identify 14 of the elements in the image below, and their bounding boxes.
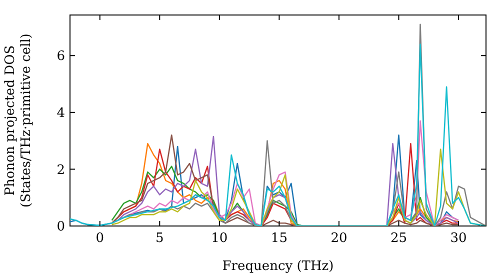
y-axis-title: Phonon projected DOS (States/THz·primitive cell) [3,33,34,208]
x-tick-label: 30 [450,231,467,246]
y-tick-label: 2 [56,162,65,178]
x-tick-label: 25 [390,231,408,246]
x-tick-label: 20 [330,231,348,246]
x-axis-title: Frequency (THz) [222,259,334,274]
x-tick-label: 15 [270,231,288,246]
y-tick-label: 4 [56,106,65,121]
x-tick-label: 0 [96,231,104,246]
y-tick-label: 0 [56,220,65,235]
line-series [70,44,486,226]
x-tick-label: 5 [156,231,164,246]
y-tick-label: 6 [56,49,65,64]
x-tick-label: 10 [211,231,228,246]
